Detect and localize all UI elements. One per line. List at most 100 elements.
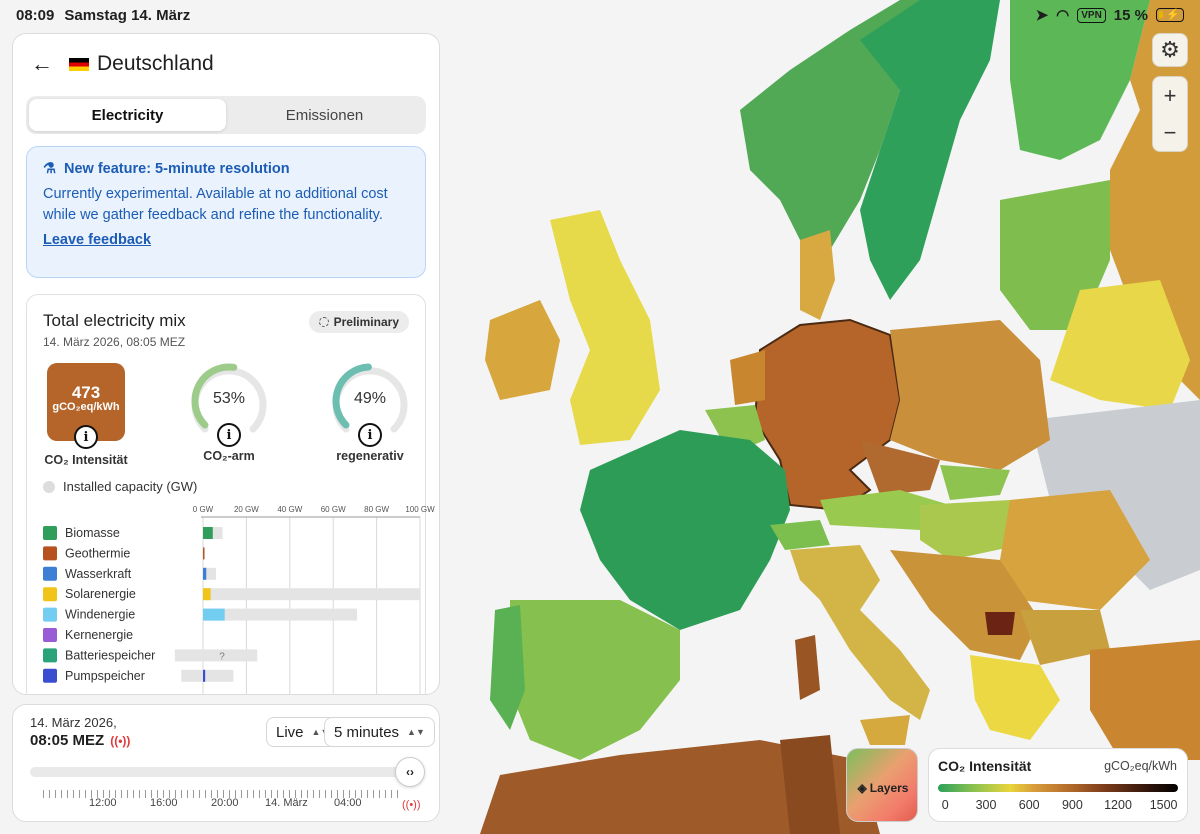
production-bar	[203, 669, 206, 682]
map-region-sweden[interactable]	[860, 0, 1000, 300]
zoom-controls: + −	[1152, 76, 1188, 152]
legend-tick: 1200	[1104, 798, 1132, 812]
status-time: 08:09	[16, 6, 55, 24]
map-region-spain[interactable]	[510, 600, 680, 760]
production-bar	[203, 567, 207, 580]
co2-intensity-value: 473	[71, 383, 101, 402]
map-region-sardinia[interactable]	[795, 635, 820, 700]
source-label: Batteriespeicher	[65, 648, 155, 662]
tab-emissions[interactable]: Emissionen	[285, 106, 364, 124]
capacity-bar	[174, 649, 258, 662]
co2-info-icon[interactable]: i	[74, 425, 98, 449]
map-region-ireland[interactable]	[485, 300, 560, 400]
timeline-tick-label: 12:00	[89, 797, 117, 809]
map-region-germany[interactable]	[753, 318, 902, 512]
kpi-row: 473 gCO₂eq/kWh i CO₂ Intensität 53% i CO…	[43, 363, 409, 473]
zoom-out-button[interactable]: −	[1163, 119, 1177, 145]
map-region-tunisia[interactable]	[780, 735, 840, 834]
tab-electricity[interactable]: Electricity	[29, 99, 226, 131]
map-region-bulgaria[interactable]	[1020, 610, 1110, 665]
source-label: Biomasse	[65, 526, 120, 540]
status-bar: 08:09 Samstag 14. März ➤ ◠ VPN 15 % ⚡	[0, 0, 1200, 30]
chart-x-tick-label: 40 GW	[277, 505, 302, 514]
map-region-uk[interactable]	[550, 210, 660, 445]
live-broadcast-icon: ((•))	[110, 733, 131, 748]
map-region-czechia[interactable]	[860, 440, 940, 495]
timeline-tick-label: 04:00	[334, 797, 362, 809]
country-panel: ← Deutschland Electricity Emissionen ⚗ N…	[12, 33, 440, 695]
capacity-bar	[181, 669, 234, 682]
timeline-slider-handle[interactable]: ‹›	[395, 757, 425, 787]
chart-x-tick-label: 100 GW	[405, 505, 435, 514]
legend-tick: 0	[941, 798, 949, 812]
wifi-icon: ◠	[1056, 7, 1070, 24]
capacity-toggle-dot[interactable]	[43, 480, 55, 493]
co2-intensity-unit: gCO₂eq/kWh	[52, 401, 120, 413]
mode-tabs: Electricity Emissionen	[26, 96, 426, 134]
installed-capacity-toggle[interactable]: Installed capacity (GW)	[43, 479, 409, 494]
gear-icon: ⚙	[1160, 37, 1180, 62]
status-date: Samstag 14. März	[64, 6, 191, 24]
legend-color-scale	[938, 784, 1178, 792]
map-region-romania[interactable]	[1000, 490, 1150, 610]
chart-x-tick-label: 60 GW	[321, 505, 346, 514]
map-region-poland[interactable]	[890, 320, 1050, 470]
map-region-kosovo[interactable]	[985, 612, 1015, 635]
legend-tick: 1500	[1149, 798, 1178, 812]
source-icon	[43, 587, 57, 602]
map-region-greece[interactable]	[970, 655, 1060, 740]
map-region-hungary[interactable]	[920, 500, 1020, 560]
map-region-slovakia[interactable]	[940, 465, 1010, 500]
legend-tick: 600	[1018, 798, 1040, 812]
map-region-ukraine[interactable]	[1030, 400, 1200, 590]
map-region-belarus[interactable]	[1050, 280, 1190, 410]
renewable-info-icon[interactable]: i	[358, 423, 382, 447]
production-bar	[203, 588, 211, 601]
map-region-italy[interactable]	[790, 545, 930, 720]
settings-button[interactable]: ⚙	[1152, 33, 1188, 67]
co2-legend: CO₂ Intensität gCO₂eq/kWh 0 300 600 900 …	[928, 748, 1188, 822]
map-region-austria[interactable]	[820, 490, 950, 530]
legend-title: CO₂ Intensität	[938, 758, 1032, 774]
timeline-date: 14. März 2026,	[30, 715, 117, 730]
status-icons: ➤ ◠ VPN 15 % ⚡	[1036, 6, 1184, 24]
renewable-value: 49%	[353, 390, 387, 407]
production-bar	[203, 527, 213, 539]
low-carbon-info-icon[interactable]: i	[217, 423, 241, 447]
map-region-switzerland[interactable]	[770, 520, 830, 550]
map-region-sicily[interactable]	[860, 715, 910, 745]
timeline-track[interactable]	[30, 767, 400, 777]
map-region-portugal[interactable]	[490, 605, 525, 730]
notice-title-row: ⚗ New feature: 5-minute resolution	[43, 161, 409, 177]
source-label: Geothermie	[65, 546, 130, 560]
source-label: Windenergie	[65, 608, 135, 622]
source-icon	[43, 526, 57, 540]
source-icon	[43, 607, 57, 622]
battery-percent: 15 %	[1113, 6, 1148, 24]
zoom-in-button[interactable]: +	[1163, 82, 1177, 108]
map-region-netherlands[interactable]	[730, 350, 765, 405]
timeline-panel: 14. März 2026, 08:05 MEZ ((•)) Live ▲▼ 5…	[12, 704, 440, 822]
resolution-select[interactable]: 5 minutes ▲▼	[324, 717, 435, 747]
select-chevron-icon: ▲▼	[407, 727, 425, 737]
map-region-denmark[interactable]	[800, 230, 835, 320]
leave-feedback-link[interactable]: Leave feedback	[43, 232, 152, 248]
map-region-france[interactable]	[580, 430, 790, 630]
country-title: Deutschland	[97, 52, 214, 75]
capacity-bar	[203, 588, 420, 601]
mix-title: Total electricity mix	[43, 311, 186, 330]
map-region-turkey[interactable]	[1090, 640, 1200, 760]
source-label: Pumpspeicher	[65, 669, 145, 683]
map-region-finland[interactable]	[1010, 0, 1150, 160]
timeline-time-row: 08:05 MEZ ((•))	[30, 732, 130, 749]
preliminary-label: Preliminary	[333, 315, 399, 329]
capacity-bar	[203, 608, 358, 621]
chart-x-tick-label: 20 GW	[234, 505, 259, 514]
map-region-north-africa[interactable]	[480, 740, 880, 834]
layers-button[interactable]: ◈ Layers	[846, 748, 918, 822]
chart-x-tick-label: 0 GW	[193, 505, 214, 514]
back-arrow-icon[interactable]: ←	[31, 51, 53, 76]
source-icon	[43, 628, 57, 642]
production-bar	[203, 547, 205, 560]
